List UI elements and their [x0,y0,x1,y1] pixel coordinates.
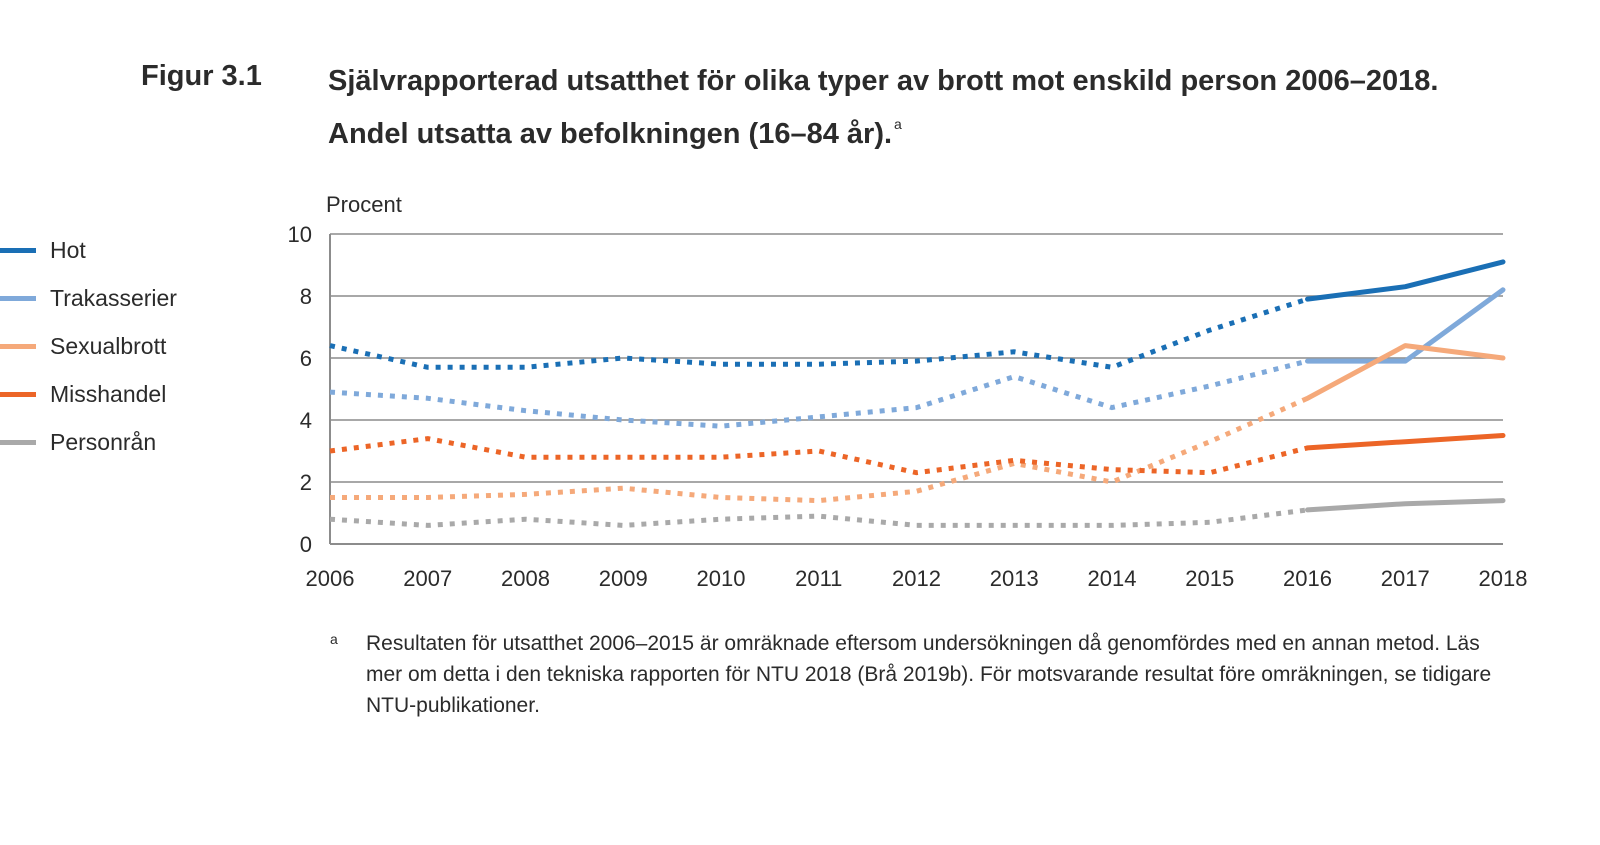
y-tick-label: 6 [300,346,312,371]
legend-item: Hot [0,226,177,274]
legend-swatch [0,439,36,445]
figure-title: Självrapporterad utsatthet för olika typ… [328,60,1478,156]
legend-label: Personrån [50,428,157,455]
legend-item: Misshandel [0,370,177,418]
series-line-solid-personrån [1305,498,1506,513]
x-tick-label: 2009 [599,566,648,591]
series-line-solid-trakasserier [1305,287,1506,364]
x-tick-label: 2011 [795,566,842,591]
x-tick-label: 2008 [501,566,550,591]
series-line-dotted-personrån [329,507,1308,528]
y-tick-label: 0 [300,532,312,557]
series-line-dotted-trakasserier [329,358,1309,429]
legend-label: Misshandel [50,380,167,407]
legend-swatch [0,391,36,397]
legend-swatch [0,343,36,349]
legend-item: Sexualbrott [0,322,177,370]
x-tick-label: 2015 [1185,566,1234,591]
series-line-solid-hot [1305,259,1506,302]
x-tick-label: 2016 [1283,566,1332,591]
legend-label: Trakasserier [50,284,177,311]
footnote: a Resultaten för utsatthet 2006–2015 är … [330,628,1510,721]
y-tick-label: 4 [300,408,312,433]
legend-swatch [0,295,36,301]
legend-item: Trakasserier [0,274,177,322]
footnote-text: Resultaten för utsatthet 2006–2015 är om… [366,632,1492,717]
y-tick-label: 2 [300,470,312,495]
legend-item: Personrån [0,418,177,466]
legend-label: Sexualbrott [50,332,167,359]
x-tick-label: 2007 [403,566,452,591]
y-axis-label: Procent [326,192,402,217]
figure-title-text: Självrapporterad utsatthet för olika typ… [328,65,1439,150]
x-tick-label: 2018 [1479,566,1528,591]
y-tick-label: 8 [300,284,312,309]
x-tick-label: 2006 [306,566,355,591]
legend-label: Hot [50,236,86,263]
x-tick-label: 2013 [990,566,1039,591]
y-tick-label: 10 [288,222,312,247]
figure-label: Figur 3.1 [141,60,262,92]
x-tick-label: 2017 [1381,566,1430,591]
x-tick-label: 2014 [1088,566,1137,591]
series-line-dotted-misshandel [329,436,1309,476]
footnote-mark: a [330,631,338,647]
figure-title-footnote-mark: a [894,116,902,132]
legend-swatch [0,247,36,253]
series-line-dotted-hot [329,296,1309,370]
chart-legend: Hot Trakasserier Sexualbrott Misshandel Pers… [0,226,177,466]
x-tick-label: 2012 [892,566,941,591]
x-tick-label: 2010 [697,566,746,591]
line-chart: 0 2 4 6 8 10 Procent 2006 2007 2008 2009 2010 2011 20… [288,192,1528,591]
series-line-solid-sexualbrott [1305,343,1506,401]
series-line-solid-misshandel [1305,433,1506,451]
